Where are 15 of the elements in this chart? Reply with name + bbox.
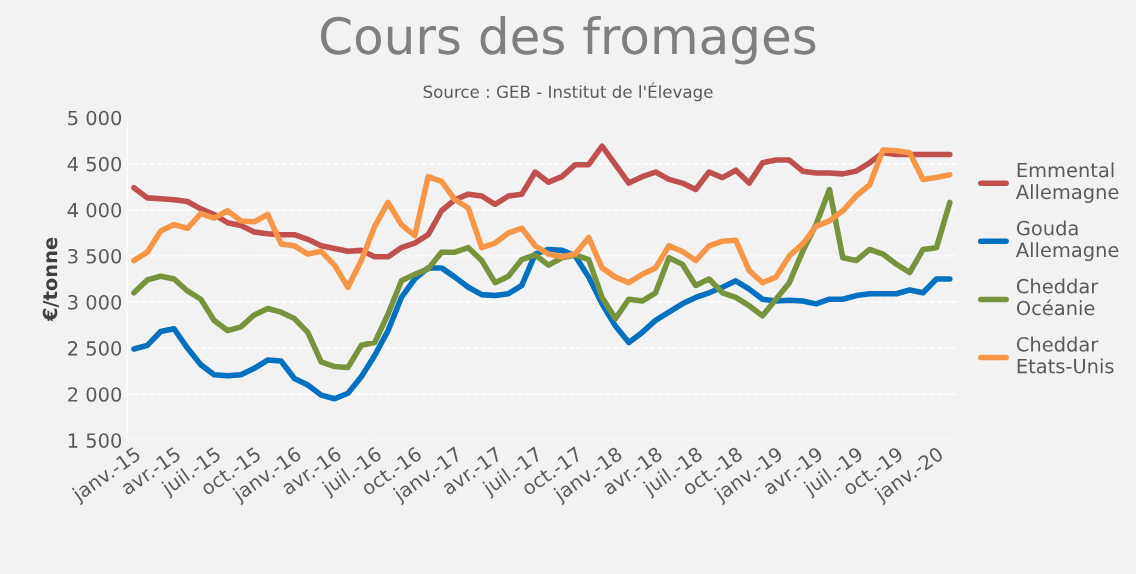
y-tick-label: 2 500 [68,341,122,356]
chart-subtitle: Source : GEB - Institut de l'Élevage [423,82,713,102]
y-tick-label: 3 000 [68,294,122,310]
legend-label: Cheddar Etats-Unis [1016,336,1114,374]
y-tick-label: 2 000 [68,387,122,402]
y-tick-label: 5 000 [68,110,122,126]
legend-label: Cheddar Océanie [1016,278,1099,316]
chart-title: Cours des fromages [320,15,816,65]
y-tick-label: 4 000 [67,202,122,218]
y-tick-label: 3 500 [68,248,122,264]
y-tick-label: 4 500 [67,156,122,172]
legend-label: Gouda Allemagne [1015,220,1119,262]
y-axis-title: €/tonne [42,237,59,322]
y-tick-label: 1 500 [68,433,122,448]
legend-label: Emmental Allemagne [1015,162,1119,203]
